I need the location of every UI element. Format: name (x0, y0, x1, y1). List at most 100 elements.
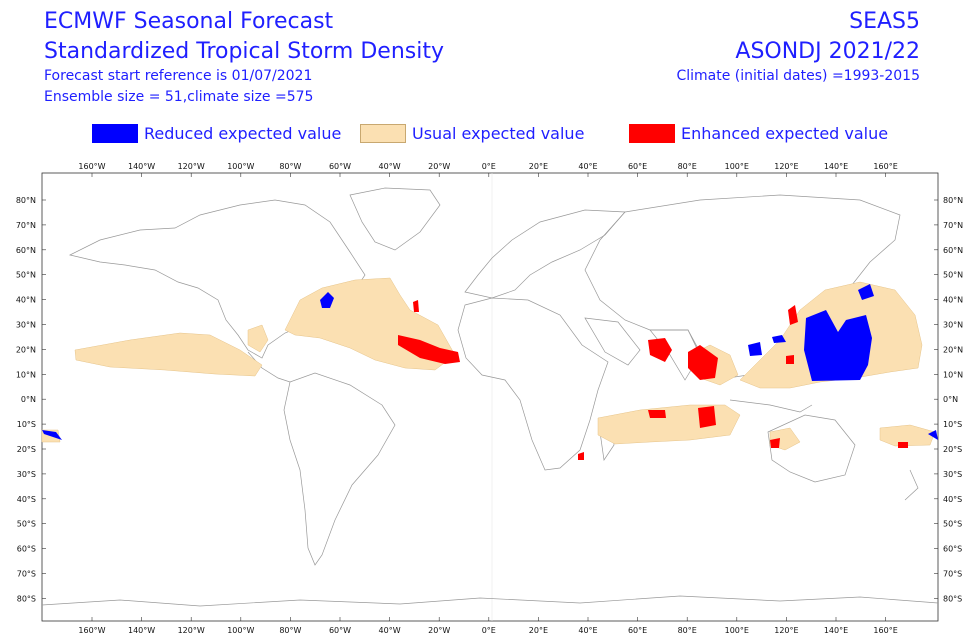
lat-label-right: 80°N (943, 196, 963, 205)
africa-coast (457, 297, 609, 471)
title-line-2: Standardized Tropical Storm Density (44, 39, 444, 64)
legend-item-enhanced: Enhanced expected value (629, 124, 888, 143)
enhanced-bay-of-bengal (688, 345, 718, 380)
lon-label-top: 100°E (725, 162, 749, 171)
lon-label-top: 40°E (578, 162, 597, 171)
legend: Reduced expected value Usual expected va… (0, 124, 968, 146)
usual-gulf-mexico (247, 324, 269, 353)
lat-label-right: 30°S (943, 470, 962, 479)
lat-label-left: 60°S (17, 545, 36, 554)
lon-label-bottom: 60°W (329, 626, 351, 635)
lat-label-left: 20°S (17, 445, 36, 454)
lon-label-bottom: 20°W (428, 626, 450, 635)
lat-label-left: 50°S (17, 520, 36, 529)
enhanced-label: Enhanced expected value (681, 124, 889, 143)
lat-label-right: 60°S (943, 545, 962, 554)
period-label: ASONDJ 2021/22 (735, 39, 920, 64)
lon-label-bottom: 40°E (578, 626, 597, 635)
arabia-coast (584, 317, 641, 366)
title-line-1: ECMWF Seasonal Forecast (44, 9, 334, 34)
lon-label-top: 0°E (482, 162, 496, 171)
lon-label-top: 120°E (774, 162, 798, 171)
lat-label-left: 40°S (17, 495, 36, 504)
lat-label-left: 40°N (16, 296, 36, 305)
lon-label-bottom: 40°W (379, 626, 401, 635)
australia-coast (767, 414, 856, 483)
greenland-coast (349, 187, 441, 251)
south-america-coast (283, 372, 396, 566)
lat-label-left: 60°N (16, 246, 36, 255)
lat-label-left: 10°N (16, 370, 36, 379)
lon-label-top: 100°W (227, 162, 254, 171)
enhanced-main-development-region (398, 335, 460, 364)
indonesia-coast (729, 399, 813, 413)
climate-label: Climate (initial dates) =1993-2015 (676, 68, 920, 84)
enhanced-south-indian-west (648, 410, 666, 418)
lon-label-top: 140°W (128, 162, 155, 171)
reduced-south-china-sea (748, 342, 762, 356)
lon-label-top: 120°W (178, 162, 205, 171)
enhanced-central-atlantic (413, 300, 419, 312)
lon-label-bottom: 160°E (873, 626, 897, 635)
lat-label-right: 30°N (943, 321, 963, 330)
enhanced-philippines (786, 355, 794, 364)
lon-label-top: 20°E (529, 162, 548, 171)
lon-label-bottom: 120°W (178, 626, 205, 635)
lon-label-top: 140°E (824, 162, 848, 171)
lon-label-top: 40°W (379, 162, 401, 171)
lon-label-bottom: 100°W (227, 626, 254, 635)
lat-label-right: 0°N (943, 395, 958, 404)
lon-label-bottom: 160°W (78, 626, 105, 635)
lat-label-right: 10°S (943, 420, 962, 429)
lon-label-bottom: 0°E (482, 626, 496, 635)
usual-swatch (360, 124, 406, 143)
lon-label-bottom: 20°E (529, 626, 548, 635)
enhanced-south-indian-east (698, 406, 716, 428)
reduced-south-pacific-east (928, 430, 938, 440)
forecast-start-text: Forecast start reference is 01/07/2021 (44, 68, 313, 84)
antarctica-coast (41, 595, 939, 607)
lon-label-top: 160°E (873, 162, 897, 171)
new-zealand-coast (904, 469, 919, 501)
ensemble-size-text: Ensemble size = 51,climate size =575 (44, 89, 314, 105)
reduced-philippine-sea (772, 335, 786, 343)
lon-label-top: 160°W (78, 162, 105, 171)
reduced-east-of-japan (858, 284, 874, 300)
lon-label-bottom: 120°E (774, 626, 798, 635)
reduced-swatch (92, 124, 138, 143)
reduced-northwest-pacific (804, 310, 872, 381)
lat-label-left: 50°N (16, 271, 36, 280)
usual-southwest-pacific (879, 424, 936, 447)
lat-label-right: 70°S (943, 570, 962, 579)
enhanced-swatch (629, 124, 675, 143)
lat-label-left: 30°S (17, 470, 36, 479)
lon-label-bottom: 140°W (128, 626, 155, 635)
lat-label-left: 0°N (21, 395, 36, 404)
lon-label-bottom: 80°E (678, 626, 697, 635)
legend-item-usual: Usual expected value (360, 124, 584, 143)
usual-label: Usual expected value (412, 124, 585, 143)
reduced-label: Reduced expected value (144, 124, 342, 143)
lat-label-right: 20°S (943, 445, 962, 454)
enhanced-regions (398, 300, 908, 460)
lat-label-left: 20°N (16, 345, 36, 354)
lat-label-right: 50°N (943, 271, 963, 280)
reduced-west-atlantic (320, 292, 334, 308)
lon-label-bottom: 80°W (279, 626, 301, 635)
lat-label-right: 10°N (943, 370, 963, 379)
axis-ticks: 160°W 160°W 140°W 140°W 120°W 120°W 100°W 100°W… (16, 162, 963, 635)
enhanced-arabian-sea (648, 338, 672, 362)
lat-label-right: 40°N (943, 296, 963, 305)
lat-label-left: 70°S (17, 570, 36, 579)
lat-label-right: 40°S (943, 495, 962, 504)
enhanced-east-china-sea (788, 305, 798, 325)
lon-label-top: 60°W (329, 162, 351, 171)
lon-label-top: 80°W (279, 162, 301, 171)
lat-label-left: 80°N (16, 196, 36, 205)
lon-label-top: 80°E (678, 162, 697, 171)
lat-label-left: 30°N (16, 321, 36, 330)
lon-label-bottom: 140°E (824, 626, 848, 635)
lon-label-top: 60°E (628, 162, 647, 171)
lon-label-top: 20°W (428, 162, 450, 171)
